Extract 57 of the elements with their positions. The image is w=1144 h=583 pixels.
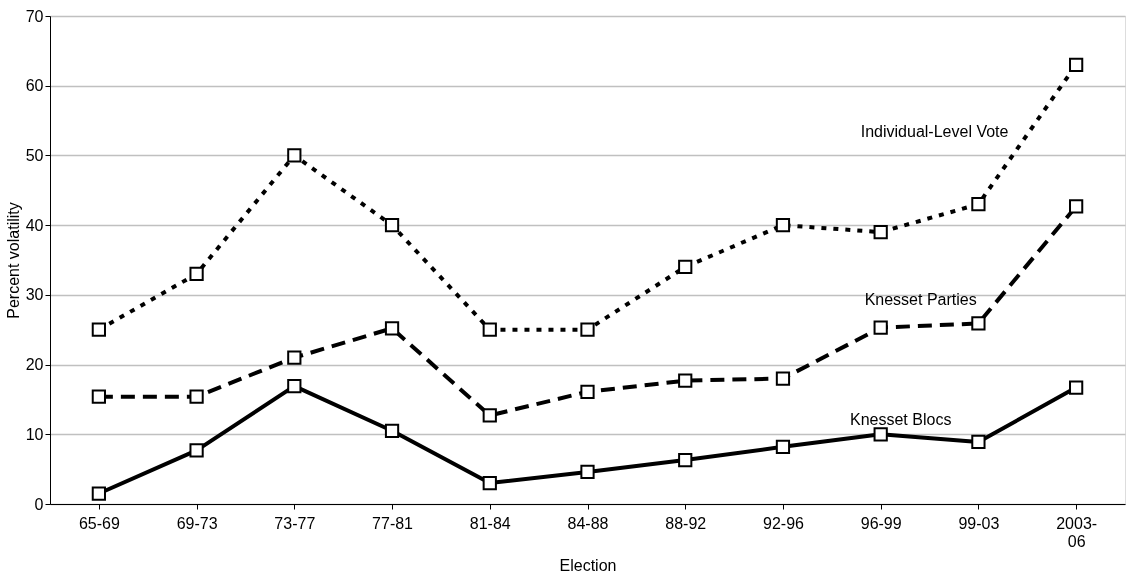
- point: [287, 379, 302, 394]
- x-tick-label: 99-03: [958, 514, 1000, 532]
- x-axis-title: Election: [559, 556, 617, 574]
- point: [580, 384, 595, 399]
- y-tick-label: 0: [34, 495, 44, 513]
- point: [482, 322, 497, 337]
- point: [482, 475, 497, 491]
- series-label: Knesset Blocs: [849, 411, 952, 429]
- y-axis-title: Percent volatility: [4, 202, 22, 319]
- point: [91, 486, 106, 501]
- series-label: Knesset Parties: [864, 290, 977, 308]
- x-tick-label: 73-77: [274, 514, 316, 532]
- y-tick-label: 60: [25, 77, 44, 95]
- point: [1069, 199, 1084, 214]
- x-tick-label: 84-88: [567, 514, 609, 532]
- point: [189, 389, 204, 404]
- x-tick-label: 65-69: [78, 514, 120, 532]
- point: [678, 452, 693, 468]
- point: [482, 408, 497, 423]
- x-tick-label: 77-81: [372, 514, 414, 532]
- point: [873, 320, 888, 335]
- x-tick-label: 2003-06: [1056, 514, 1098, 550]
- point: [775, 218, 791, 233]
- x-tick-label: 96-99: [860, 514, 902, 532]
- point: [91, 322, 106, 337]
- point: [1069, 380, 1084, 395]
- point: [189, 266, 204, 282]
- point: [971, 316, 986, 331]
- point: [91, 389, 106, 404]
- point: [384, 423, 400, 438]
- x-tick-label: 81-84: [469, 514, 511, 532]
- x-tick-label: 69-73: [176, 514, 218, 532]
- series-label: Individual-Level Vote: [860, 123, 1009, 141]
- point: [678, 259, 693, 275]
- point: [287, 350, 302, 365]
- point: [189, 443, 204, 458]
- point: [580, 322, 595, 337]
- y-tick-label: 40: [25, 216, 44, 234]
- point: [287, 148, 302, 163]
- y-tick-label: 50: [25, 146, 44, 164]
- point: [384, 218, 400, 233]
- point: [873, 224, 888, 240]
- y-tick-label: 20: [25, 356, 44, 374]
- x-tick-label: 88-92: [665, 514, 707, 532]
- x-tick-label: 92-96: [762, 514, 805, 532]
- point: [775, 371, 791, 386]
- point: [580, 464, 595, 480]
- y-tick-label: 30: [25, 286, 44, 304]
- y-tick-label: 70: [25, 7, 44, 25]
- point: [873, 427, 888, 442]
- point: [775, 439, 791, 454]
- point: [971, 434, 986, 450]
- point: [678, 373, 693, 388]
- point: [384, 321, 400, 336]
- point: [971, 197, 986, 212]
- point: [1069, 57, 1084, 72]
- y-tick-label: 10: [25, 425, 44, 443]
